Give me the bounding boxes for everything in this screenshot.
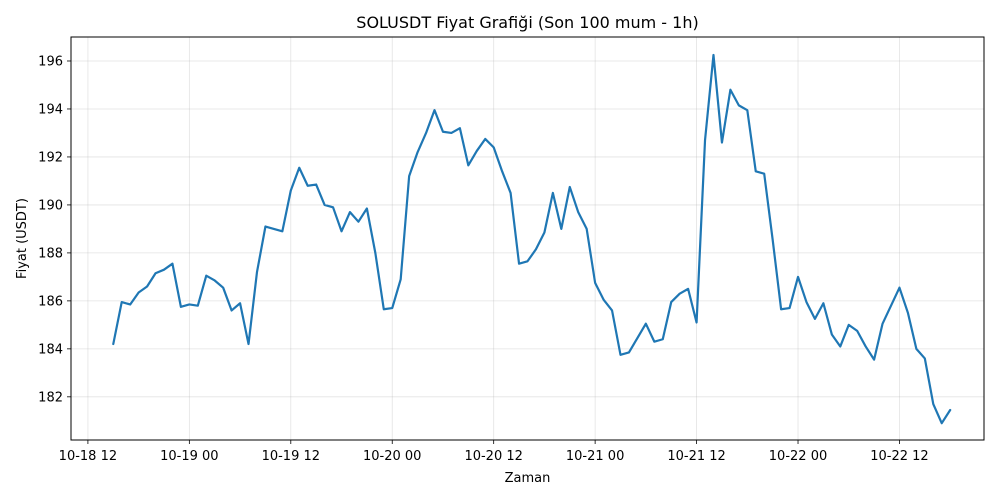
x-tick-label: 10-19 00 [160,449,218,464]
y-tick-label: 196 [38,54,63,69]
x-tick-label: 10-18 12 [59,449,117,464]
x-tick-label: 10-21 00 [566,449,624,464]
chart-title: SOLUSDT Fiyat Grafiği (Son 100 mum - 1h) [356,13,698,32]
y-tick-label: 188 [38,246,63,261]
x-tick-label: 10-19 12 [262,449,320,464]
x-axis-label: Zaman [505,471,551,486]
y-tick-label: 194 [38,102,63,117]
y-axis-label: Fiyat (USDT) [15,198,30,279]
y-tick-label: 184 [38,342,63,357]
x-tick-label: 10-20 12 [464,449,522,464]
y-tick-label: 190 [38,198,63,213]
price-series-line [112,53,952,425]
x-axis-ticks: 10-18 12 10-19 00 10-19 12 10-20 00 10-20 12… [59,440,929,464]
y-axis-ticks: 182 184 186 188 190 192 194 196 [38,54,71,405]
x-tick-label: 10-20 00 [363,449,421,464]
y-tick-label: 192 [38,150,63,165]
grid-lines [71,37,984,440]
y-tick-label: 186 [38,294,63,309]
plot-frame [70,36,985,441]
x-tick-label: 10-22 12 [870,449,928,464]
x-tick-label: 10-21 12 [667,449,725,464]
series-group [112,53,952,425]
x-tick-label: 10-22 00 [769,449,827,464]
y-tick-label: 182 [38,390,63,405]
